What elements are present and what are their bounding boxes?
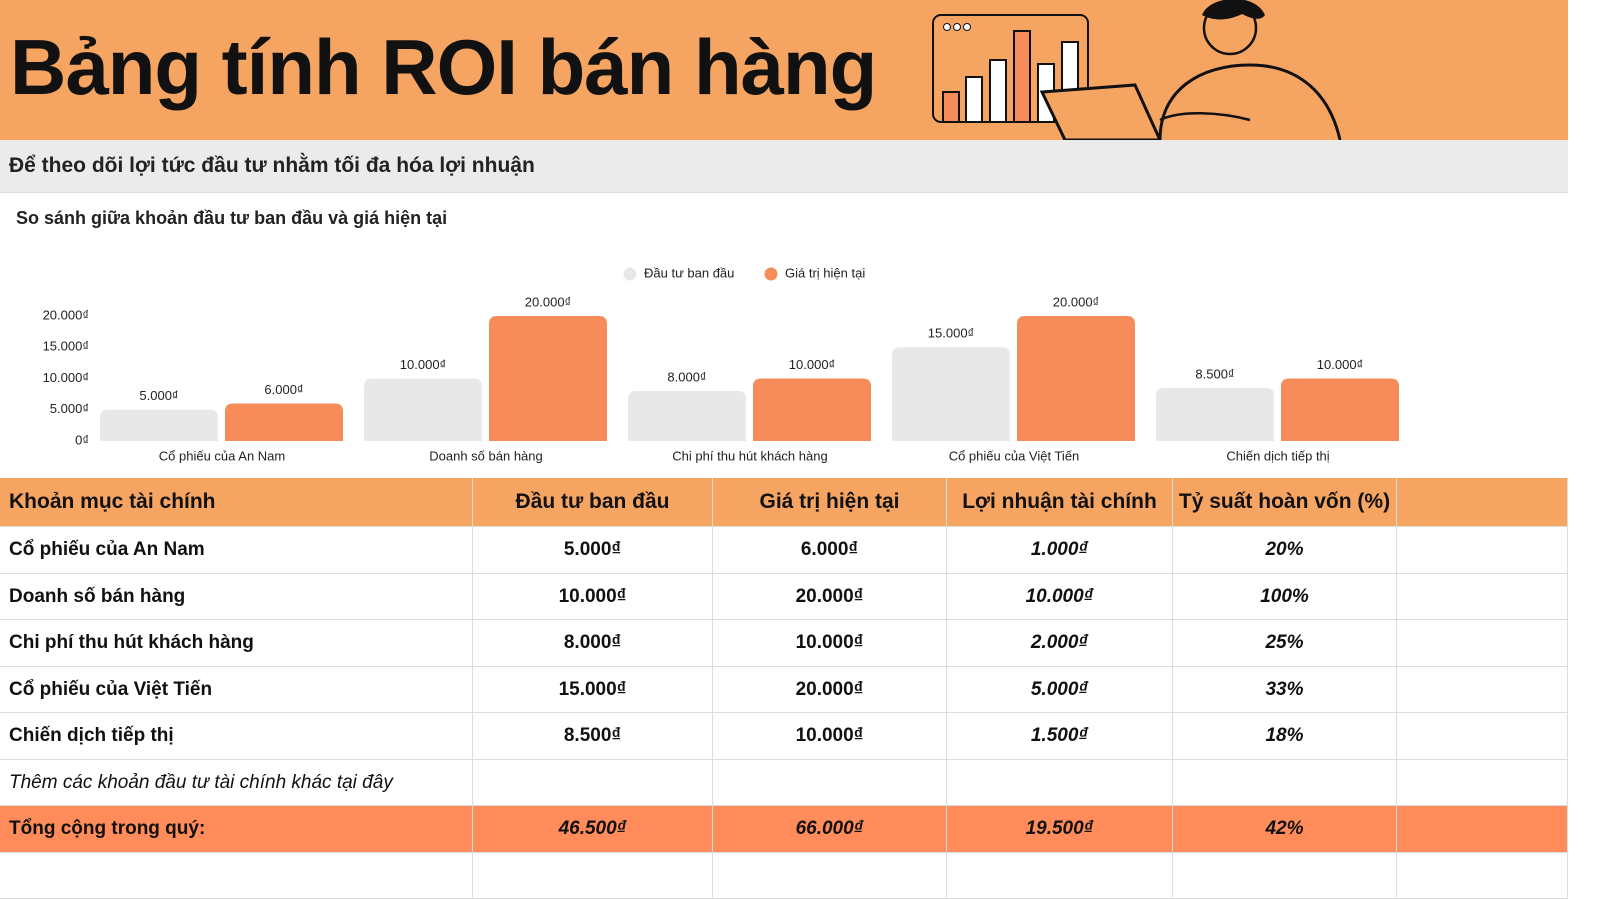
table-cell: 25% (1173, 620, 1397, 667)
table-cell (1397, 667, 1568, 713)
table-cell: 20.000₫ (713, 574, 947, 620)
table-cell: 5.000₫ (947, 667, 1173, 713)
table-cell: 100% (1173, 574, 1397, 620)
table: Khoản mục tài chính Đầu tư ban đầu Giá trị… (0, 478, 1568, 900)
table-cell (0, 853, 473, 899)
subtitle: Để theo dõi lợi tức đầu tư nhằm tối đa h… (9, 154, 535, 177)
legend-label: Giá trị hiện tại (785, 265, 865, 280)
table-cell (1397, 620, 1568, 667)
chart-title: So sánh giữa khoản đầu tư ban đầu và giá… (16, 208, 447, 228)
table-cell (947, 760, 1173, 806)
table-cell: 20% (1173, 527, 1397, 574)
table-cell: Tổng cộng trong quý: (0, 806, 473, 853)
table-cell (1397, 760, 1568, 806)
y-tick-label: 5.000₫ (50, 401, 89, 416)
table-cell (1173, 760, 1397, 806)
value-label: 8.000₫ (667, 369, 706, 384)
table-cell: 6.000₫ (713, 527, 947, 574)
table-cell: 8.000₫ (473, 620, 713, 667)
bar (753, 378, 871, 441)
table-cell: 10.000₫ (947, 574, 1173, 620)
bar (1156, 387, 1274, 441)
table-cell (1397, 806, 1568, 853)
table-cell: Đầu tư ban đầu (473, 478, 713, 527)
table-cell: 2.000₫ (947, 620, 1173, 667)
y-tick-label: 15.000₫ (43, 339, 89, 354)
y-tick-label: 10.000₫ (43, 370, 89, 385)
table-cell: 10.000₫ (713, 713, 947, 760)
legend-marker (764, 267, 778, 281)
table-cell (713, 853, 947, 899)
table-cell: 15.000₫ (473, 667, 713, 713)
x-tick-label: Chiến dịch tiếp thị (1226, 448, 1329, 463)
table-cell: Chi phí thu hút khách hàng (0, 620, 473, 667)
table-cell (947, 853, 1173, 899)
legend-label: Đầu tư ban đầu (644, 265, 734, 280)
table-cell: 10.000₫ (713, 620, 947, 667)
value-label: 20.000₫ (1053, 294, 1099, 309)
table-cell (473, 853, 713, 899)
bar (892, 347, 1010, 441)
table-cell: 19.500₫ (947, 806, 1173, 853)
table-cell: 1.500₫ (947, 713, 1173, 760)
table-cell (1397, 713, 1568, 760)
value-label: 15.000₫ (928, 326, 974, 341)
table-cell (1397, 527, 1568, 574)
table-cell (1397, 478, 1568, 527)
table-cell (1173, 853, 1397, 899)
x-tick-label: Cổ phiếu của An Nam (159, 448, 285, 463)
x-tick-label: Chi phí thu hút khách hàng (672, 448, 827, 463)
value-label: 10.000₫ (789, 357, 835, 372)
bar (100, 409, 218, 441)
table-cell: 42% (1173, 806, 1397, 853)
table-cell (473, 760, 713, 806)
page-title: Bảng tính ROI bán hàng (10, 23, 877, 111)
table-cell: Giá trị hiện tại (713, 478, 947, 527)
illustration (932, 0, 1342, 140)
table-cell: 8.500₫ (473, 713, 713, 760)
bar (628, 391, 746, 441)
bar (364, 378, 482, 441)
table-cell (713, 760, 947, 806)
table-cell: 66.000₫ (713, 806, 947, 853)
table-cell: Thêm các khoản đầu tư tài chính khác tại… (0, 760, 473, 806)
table-cell: 20.000₫ (713, 667, 947, 713)
table-cell: 33% (1173, 667, 1397, 713)
table-cell: Doanh số bán hàng (0, 574, 473, 620)
table-cell: 18% (1173, 713, 1397, 760)
subtitle-band: Để theo dõi lợi tức đầu tư nhằm tối đa h… (0, 140, 1568, 193)
table-cell: Khoản mục tài chính (0, 478, 473, 527)
bar (489, 316, 607, 441)
table-cell: 1.000₫ (947, 527, 1173, 574)
table-cell: 46.500₫ (473, 806, 713, 853)
value-label: 10.000₫ (1317, 357, 1363, 372)
table-cell (1397, 574, 1568, 620)
table-cell: Tỷ suất hoàn vốn (%) (1173, 478, 1397, 527)
bar (225, 403, 343, 441)
table-cell: Lợi nhuận tài chính (947, 478, 1173, 527)
y-tick-label: 20.000₫ (43, 307, 89, 322)
table-cell: Cổ phiếu của Việt Tiến (0, 667, 473, 713)
value-label: 8.500₫ (1195, 366, 1234, 381)
bar (1017, 316, 1135, 441)
table-cell: Chiến dịch tiếp thị (0, 713, 473, 760)
x-tick-label: Doanh số bán hàng (429, 448, 542, 463)
value-label: 20.000₫ (525, 294, 571, 309)
legend-marker (623, 267, 637, 281)
bar (1281, 378, 1399, 441)
value-label: 6.000₫ (264, 382, 303, 397)
table-cell: 10.000₫ (473, 574, 713, 620)
x-tick-label: Cổ phiếu của Việt Tiến (949, 448, 1080, 463)
value-label: 10.000₫ (400, 357, 446, 372)
value-label: 5.000₫ (139, 388, 178, 403)
table-cell: Cổ phiếu của An Nam (0, 527, 473, 574)
y-tick-label: 0₫ (75, 432, 89, 447)
header-band: Bảng tính ROI bán hàng (0, 0, 1568, 140)
chart: So sánh giữa khoản đầu tư ban đầu và giá… (16, 208, 1399, 463)
table-cell (1397, 853, 1568, 899)
table-cell: 5.000₫ (473, 527, 713, 574)
